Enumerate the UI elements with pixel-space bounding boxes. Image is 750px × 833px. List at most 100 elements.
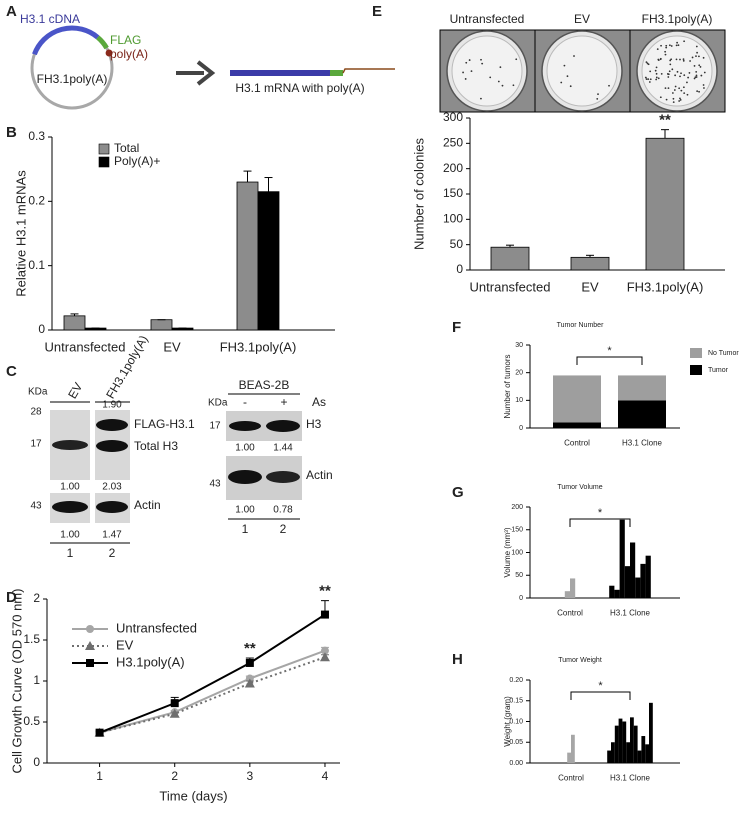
- colony: [644, 76, 647, 79]
- x-tick-label: EV: [581, 279, 599, 294]
- colony: [664, 50, 667, 53]
- marker: [95, 728, 104, 737]
- colony: [699, 66, 702, 68]
- colony: [497, 80, 500, 83]
- marker-label: 43: [30, 501, 42, 512]
- bar: [630, 542, 636, 598]
- colony: [480, 97, 482, 100]
- y-tick-label: 0.10: [509, 718, 523, 725]
- bar: [645, 555, 651, 598]
- y-tick-label: 0: [38, 322, 45, 336]
- significance-bracket: [570, 691, 631, 700]
- plate-label: Untransfected: [450, 12, 525, 26]
- y-axis-label: Relative H3.1 mRNAs: [13, 170, 28, 297]
- y-tick-label: 300: [443, 110, 463, 124]
- bar: [640, 563, 646, 598]
- colony: [682, 58, 685, 61]
- lane-number: 2: [109, 546, 116, 560]
- legend-marker: [86, 659, 94, 667]
- bar: [614, 725, 619, 763]
- colony: [679, 97, 681, 100]
- colony: [646, 62, 649, 65]
- arrow-head: [196, 60, 216, 86]
- marker: [244, 678, 255, 688]
- band-label: Actin: [134, 498, 161, 512]
- colony: [686, 81, 688, 84]
- panel-label: D: [6, 589, 17, 606]
- panel-label: G: [452, 484, 464, 501]
- plasmid-diagram: H3.1 cDNA FLAG poly(A) FH3.1poly(A) H3.1…: [20, 12, 395, 110]
- colony: [501, 84, 504, 87]
- bar: [570, 256, 610, 271]
- bar: [624, 566, 630, 598]
- annotation: **: [244, 640, 256, 657]
- colony: [655, 72, 658, 75]
- plate-label: FH3.1poly(A): [642, 12, 713, 26]
- colony: [675, 44, 678, 47]
- colony: [670, 58, 673, 61]
- bar: [626, 742, 630, 763]
- colony: [608, 84, 610, 87]
- x-tick-label: FH3.1poly(A): [220, 339, 297, 354]
- y-tick-label: 0: [519, 595, 523, 602]
- y-tick-label: 50: [515, 572, 523, 579]
- ratio: 1.00: [60, 530, 80, 541]
- bar: [257, 191, 280, 331]
- colony: [680, 72, 682, 75]
- colony: [671, 68, 674, 71]
- x-axis-label: Time (days): [159, 788, 227, 803]
- band-label: FLAG-H3.1: [134, 417, 195, 431]
- colony: [672, 97, 675, 100]
- colony: [670, 45, 673, 47]
- series-line: [99, 613, 326, 734]
- x-tick-label: Untransfected: [45, 339, 126, 354]
- panel-label: B: [6, 124, 17, 141]
- colony: [660, 44, 662, 47]
- colony: [695, 45, 698, 48]
- bar: [63, 315, 86, 331]
- colony: [702, 84, 705, 86]
- colony: [691, 56, 694, 59]
- colony: [698, 55, 700, 58]
- x-tick-label: FH3.1poly(A): [627, 279, 704, 294]
- x-tick-label: EV: [163, 339, 181, 354]
- y-tick-label: 0.2: [28, 194, 45, 208]
- colony: [462, 71, 464, 74]
- marker: [319, 652, 330, 662]
- colony: [698, 64, 701, 67]
- bar: [637, 750, 642, 763]
- marker: [245, 658, 254, 667]
- colony: [668, 70, 671, 73]
- colony: [702, 56, 705, 59]
- ratio: 1.00: [235, 443, 255, 454]
- ratio: 1.00: [60, 482, 80, 493]
- y-tick-label: 1.5: [23, 632, 40, 646]
- colony: [470, 70, 473, 73]
- colony: [675, 58, 678, 61]
- colony: [660, 72, 663, 75]
- legend-swatch: [690, 348, 702, 358]
- plate-inner: [546, 35, 618, 107]
- bar: [607, 750, 611, 763]
- legend-swatch: [98, 156, 110, 168]
- band: [229, 421, 261, 431]
- ratio: 1.44: [273, 443, 293, 454]
- marker-label: 17: [209, 421, 221, 432]
- y-tick-label: 100: [511, 549, 523, 556]
- colony: [674, 74, 677, 77]
- treatment: -: [243, 395, 247, 409]
- band: [52, 440, 88, 450]
- colony: [664, 53, 667, 56]
- western-blot-right: BEAS-2B KDa - + As 17 H3 1.00 1.44 43 Ac…: [208, 378, 333, 536]
- legend-swatch: [98, 143, 110, 155]
- ratio: 2.03: [102, 482, 122, 493]
- y-tick-label: 0.5: [23, 714, 40, 728]
- y-tick-label: 0: [33, 755, 40, 769]
- bar: [571, 734, 575, 763]
- band-label: Actin: [306, 468, 333, 482]
- plate-label: EV: [574, 12, 590, 26]
- colony: [648, 81, 651, 83]
- mrna-polya: [342, 68, 395, 74]
- colony: [678, 100, 681, 102]
- lane-number: 1: [67, 546, 74, 560]
